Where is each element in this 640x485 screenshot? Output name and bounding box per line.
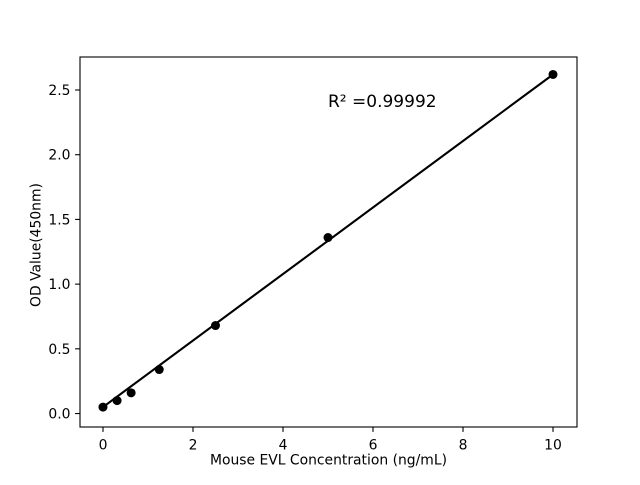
data-point (126, 388, 136, 398)
x-tick-label: 4 (279, 438, 288, 454)
y-tick-label: 2.5 (48, 83, 70, 99)
x-axis-label: Mouse EVL Concentration (ng/mL) (210, 453, 447, 469)
data-point (323, 233, 333, 243)
y-tick-label: 0.0 (48, 407, 70, 423)
data-point (548, 69, 558, 79)
x-tick-label: 6 (369, 438, 378, 454)
y-tick-label: 0.5 (48, 342, 70, 358)
data-point (112, 396, 122, 406)
data-point (211, 321, 221, 331)
y-tick-label: 2.0 (48, 148, 70, 164)
y-tick-label: 1.0 (48, 277, 70, 293)
data-point (154, 365, 164, 375)
x-tick-label: 0 (99, 438, 108, 454)
y-tick-label: 1.5 (48, 212, 70, 228)
y-axis-label: OD Value(450nm) (29, 183, 45, 307)
x-tick-label: 10 (544, 438, 562, 454)
data-point (98, 402, 108, 412)
r-squared-annotation: R² =0.99992 (328, 92, 437, 112)
x-tick-label: 8 (459, 438, 468, 454)
plot-border (79, 56, 578, 428)
x-tick-label: 2 (189, 438, 198, 454)
